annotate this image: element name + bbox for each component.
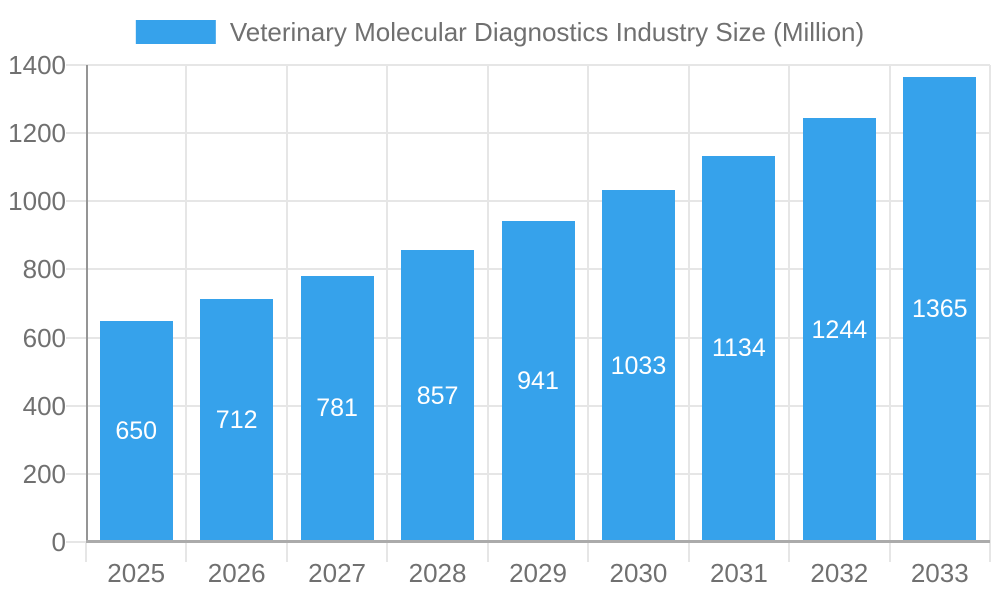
- x-tick-mark: [85, 542, 87, 562]
- x-axis-tick-label: 2025: [107, 558, 166, 588]
- bar: 857: [401, 250, 475, 542]
- bar-value-label: 857: [416, 381, 459, 410]
- y-axis-line: [86, 65, 88, 542]
- grid-line-vertical: [788, 65, 791, 562]
- grid-line-horizontal: [86, 200, 990, 203]
- y-axis-tick-label: 600: [22, 322, 66, 353]
- y-tick-mark: [66, 64, 86, 66]
- grid-line-vertical: [285, 65, 288, 562]
- y-tick-mark: [66, 132, 86, 135]
- bar-value-label: 1033: [610, 351, 667, 380]
- grid-line-vertical: [185, 65, 188, 562]
- bar: 1365: [903, 76, 977, 542]
- bar: 712: [200, 299, 274, 542]
- y-axis-tick-label: 800: [22, 254, 66, 285]
- y-tick-mark: [66, 472, 86, 475]
- grid-line-vertical: [386, 65, 389, 562]
- legend: Veterinary Molecular Diagnostics Industr…: [135, 17, 865, 47]
- bar-value-label: 1365: [911, 294, 968, 323]
- y-tick-mark: [66, 404, 86, 407]
- x-axis-tick-label: 2031: [709, 558, 768, 588]
- legend-swatch: [135, 20, 216, 44]
- y-tick-mark: [66, 541, 86, 543]
- plot-area: 650 712 781 857 941 1033 1134 1244 1365: [85, 64, 991, 562]
- bar-value-label: 1244: [811, 315, 868, 344]
- x-axis-tick-label: 2029: [509, 558, 567, 588]
- y-axis-tick-label: 200: [22, 458, 66, 489]
- bar-value-label: 781: [316, 394, 358, 423]
- bar: 941: [501, 221, 575, 542]
- y-axis-tick-label: 1200: [8, 118, 66, 149]
- bar: 781: [300, 275, 374, 542]
- y-tick-mark: [66, 200, 86, 203]
- bar: 1033: [601, 190, 675, 542]
- grid-line-vertical: [888, 65, 891, 562]
- chart-title: Veterinary Molecular Diagnostics Industr…: [229, 17, 865, 47]
- grid-line-vertical: [486, 65, 489, 562]
- bar: 1244: [802, 118, 876, 542]
- bar-value-label: 650: [115, 416, 158, 445]
- bar-value-label: 712: [215, 406, 258, 435]
- y-axis-tick-label: 0: [51, 527, 66, 557]
- x-axis-tick-label: 2027: [308, 558, 367, 588]
- x-axis-tick-label: 2026: [207, 558, 266, 588]
- grid-line-horizontal: [86, 132, 990, 135]
- bar: 650: [99, 320, 173, 542]
- grid-line-vertical: [989, 65, 991, 562]
- y-tick-mark: [66, 336, 86, 339]
- y-axis-tick-label: 1000: [8, 186, 66, 217]
- x-axis-tick-label: 2032: [810, 558, 869, 588]
- grid-line-vertical: [587, 65, 590, 562]
- y-axis-tick-label: 1400: [8, 50, 66, 80]
- x-axis-tick-label: 2028: [408, 558, 467, 588]
- grid-line-vertical: [687, 65, 690, 562]
- x-axis-line: [86, 540, 990, 543]
- bar-value-label: 1134: [711, 334, 766, 363]
- x-axis-tick-label: 2033: [910, 558, 969, 588]
- grid-line-horizontal: [86, 64, 990, 66]
- bar-value-label: 941: [517, 367, 559, 396]
- y-tick-mark: [66, 268, 86, 271]
- x-axis-tick-label: 2030: [609, 558, 668, 588]
- bar: 1134: [702, 155, 776, 542]
- y-axis-tick-label: 400: [22, 390, 66, 421]
